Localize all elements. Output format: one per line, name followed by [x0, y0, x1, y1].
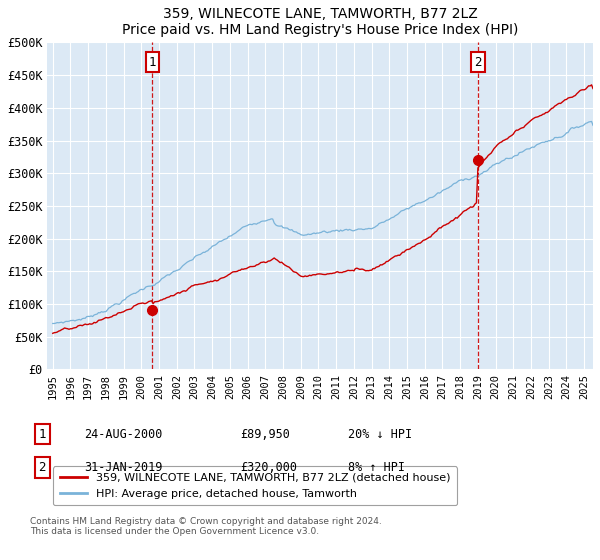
Text: £320,000: £320,000	[240, 461, 297, 474]
Text: 1: 1	[149, 55, 156, 68]
Text: 8% ↑ HPI: 8% ↑ HPI	[348, 461, 405, 474]
Legend: 359, WILNECOTE LANE, TAMWORTH, B77 2LZ (detached house), HPI: Average price, det: 359, WILNECOTE LANE, TAMWORTH, B77 2LZ (…	[53, 466, 457, 505]
Title: 359, WILNECOTE LANE, TAMWORTH, B77 2LZ
Price paid vs. HM Land Registry's House P: 359, WILNECOTE LANE, TAMWORTH, B77 2LZ P…	[122, 7, 518, 37]
Text: 24-AUG-2000: 24-AUG-2000	[84, 427, 163, 441]
Text: £89,950: £89,950	[240, 427, 290, 441]
Text: 31-JAN-2019: 31-JAN-2019	[84, 461, 163, 474]
Text: 20% ↓ HPI: 20% ↓ HPI	[348, 427, 412, 441]
Text: 2: 2	[38, 461, 46, 474]
Text: 1: 1	[38, 427, 46, 441]
Text: Contains HM Land Registry data © Crown copyright and database right 2024.
This d: Contains HM Land Registry data © Crown c…	[30, 517, 382, 536]
Text: 2: 2	[474, 55, 482, 68]
